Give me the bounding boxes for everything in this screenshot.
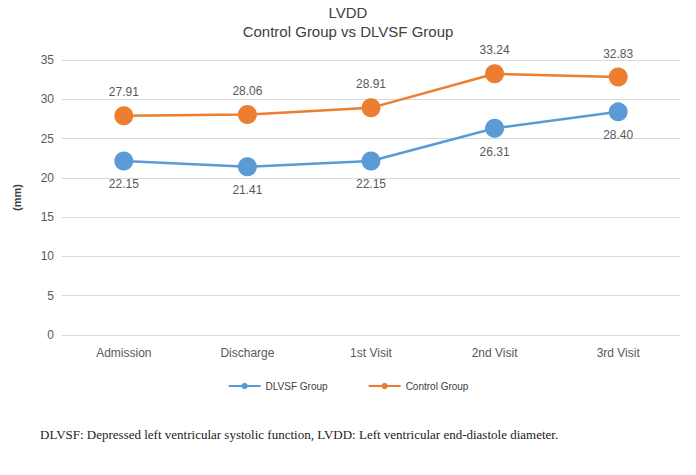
svg-text:28.40: 28.40 bbox=[603, 128, 633, 142]
svg-text:2nd Visit: 2nd Visit bbox=[472, 346, 518, 360]
svg-text:Control Group: Control Group bbox=[406, 381, 469, 392]
svg-text:22.15: 22.15 bbox=[356, 177, 386, 191]
svg-text:Admission: Admission bbox=[96, 346, 151, 360]
svg-text:30: 30 bbox=[41, 92, 55, 106]
svg-text:0: 0 bbox=[47, 328, 54, 342]
html-text:DLVSF: Depressed left ventricu: DLVSF: Depressed left ventricular systol… bbox=[40, 427, 559, 442]
svg-text:21.41: 21.41 bbox=[232, 183, 262, 197]
svg-text:28.06: 28.06 bbox=[232, 84, 262, 98]
svg-text:26.31: 26.31 bbox=[480, 145, 510, 159]
svg-text:33.24: 33.24 bbox=[480, 43, 510, 57]
svg-text:32.83: 32.83 bbox=[603, 47, 633, 61]
svg-text:DLVSF Group: DLVSF Group bbox=[266, 381, 328, 392]
svg-text:35: 35 bbox=[41, 53, 55, 67]
svg-text:22.15: 22.15 bbox=[109, 177, 139, 191]
svg-text:3rd Visit: 3rd Visit bbox=[597, 346, 641, 360]
svg-text:5: 5 bbox=[47, 289, 54, 303]
svg-text:1st Visit: 1st Visit bbox=[350, 346, 392, 360]
svg-text:10: 10 bbox=[41, 249, 55, 263]
svg-text:27.91: 27.91 bbox=[109, 85, 139, 99]
svg-text:20: 20 bbox=[41, 171, 55, 185]
svg-text:Control Group vs DLVSF Group: Control Group vs DLVSF Group bbox=[243, 23, 454, 40]
svg-text:Discharge: Discharge bbox=[220, 346, 274, 360]
svg-text:15: 15 bbox=[41, 210, 55, 224]
svg-text:28.91: 28.91 bbox=[356, 77, 386, 91]
svg-text:(mm): (mm) bbox=[11, 184, 23, 211]
svg-text:LVDD: LVDD bbox=[329, 4, 368, 21]
svg-text:25: 25 bbox=[41, 132, 55, 146]
